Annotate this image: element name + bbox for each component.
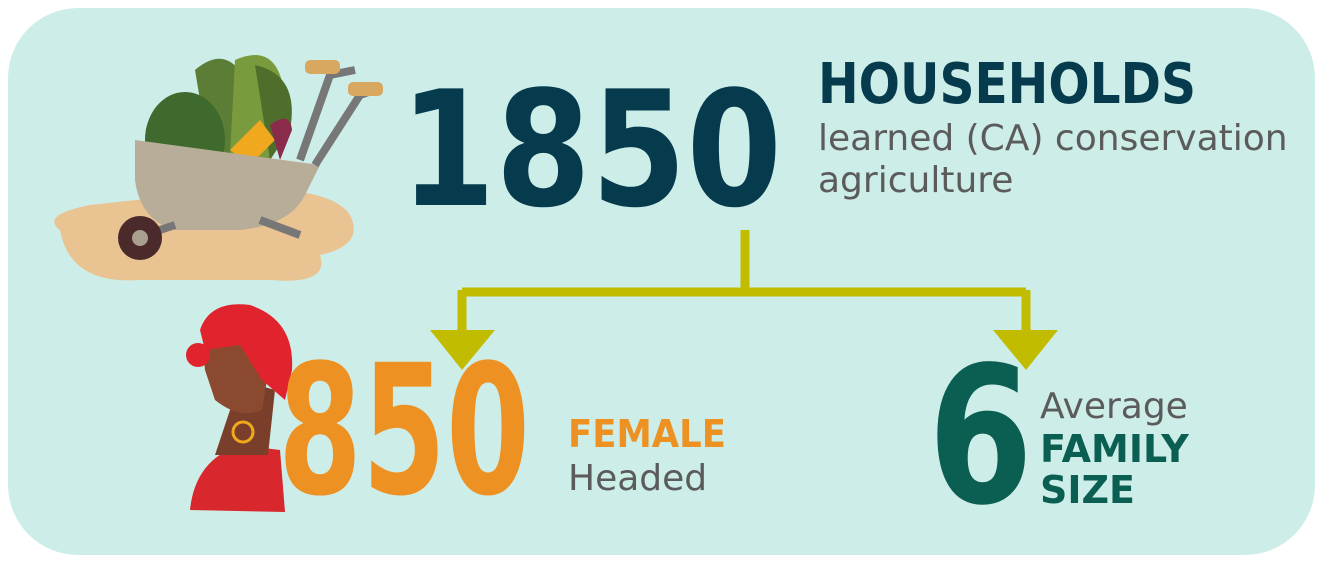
- infographic: 1850 HOUSEHOLDS learned (CA) conservatio…: [0, 0, 1323, 563]
- family-heading: SIZE: [1040, 468, 1135, 512]
- family-heading: FAMILY: [1040, 427, 1189, 471]
- female-subheading: Headed: [568, 458, 707, 499]
- households-description: learned (CA) conservation: [818, 118, 1288, 159]
- female-heading: FEMALE: [568, 412, 726, 456]
- households-heading: HOUSEHOLDS: [818, 52, 1196, 117]
- female-number: 850: [278, 327, 530, 536]
- family-number: 6: [928, 326, 1033, 547]
- households-number: 1850: [400, 56, 782, 243]
- family-prefix: Average: [1040, 386, 1188, 427]
- households-description: agriculture: [818, 160, 1013, 201]
